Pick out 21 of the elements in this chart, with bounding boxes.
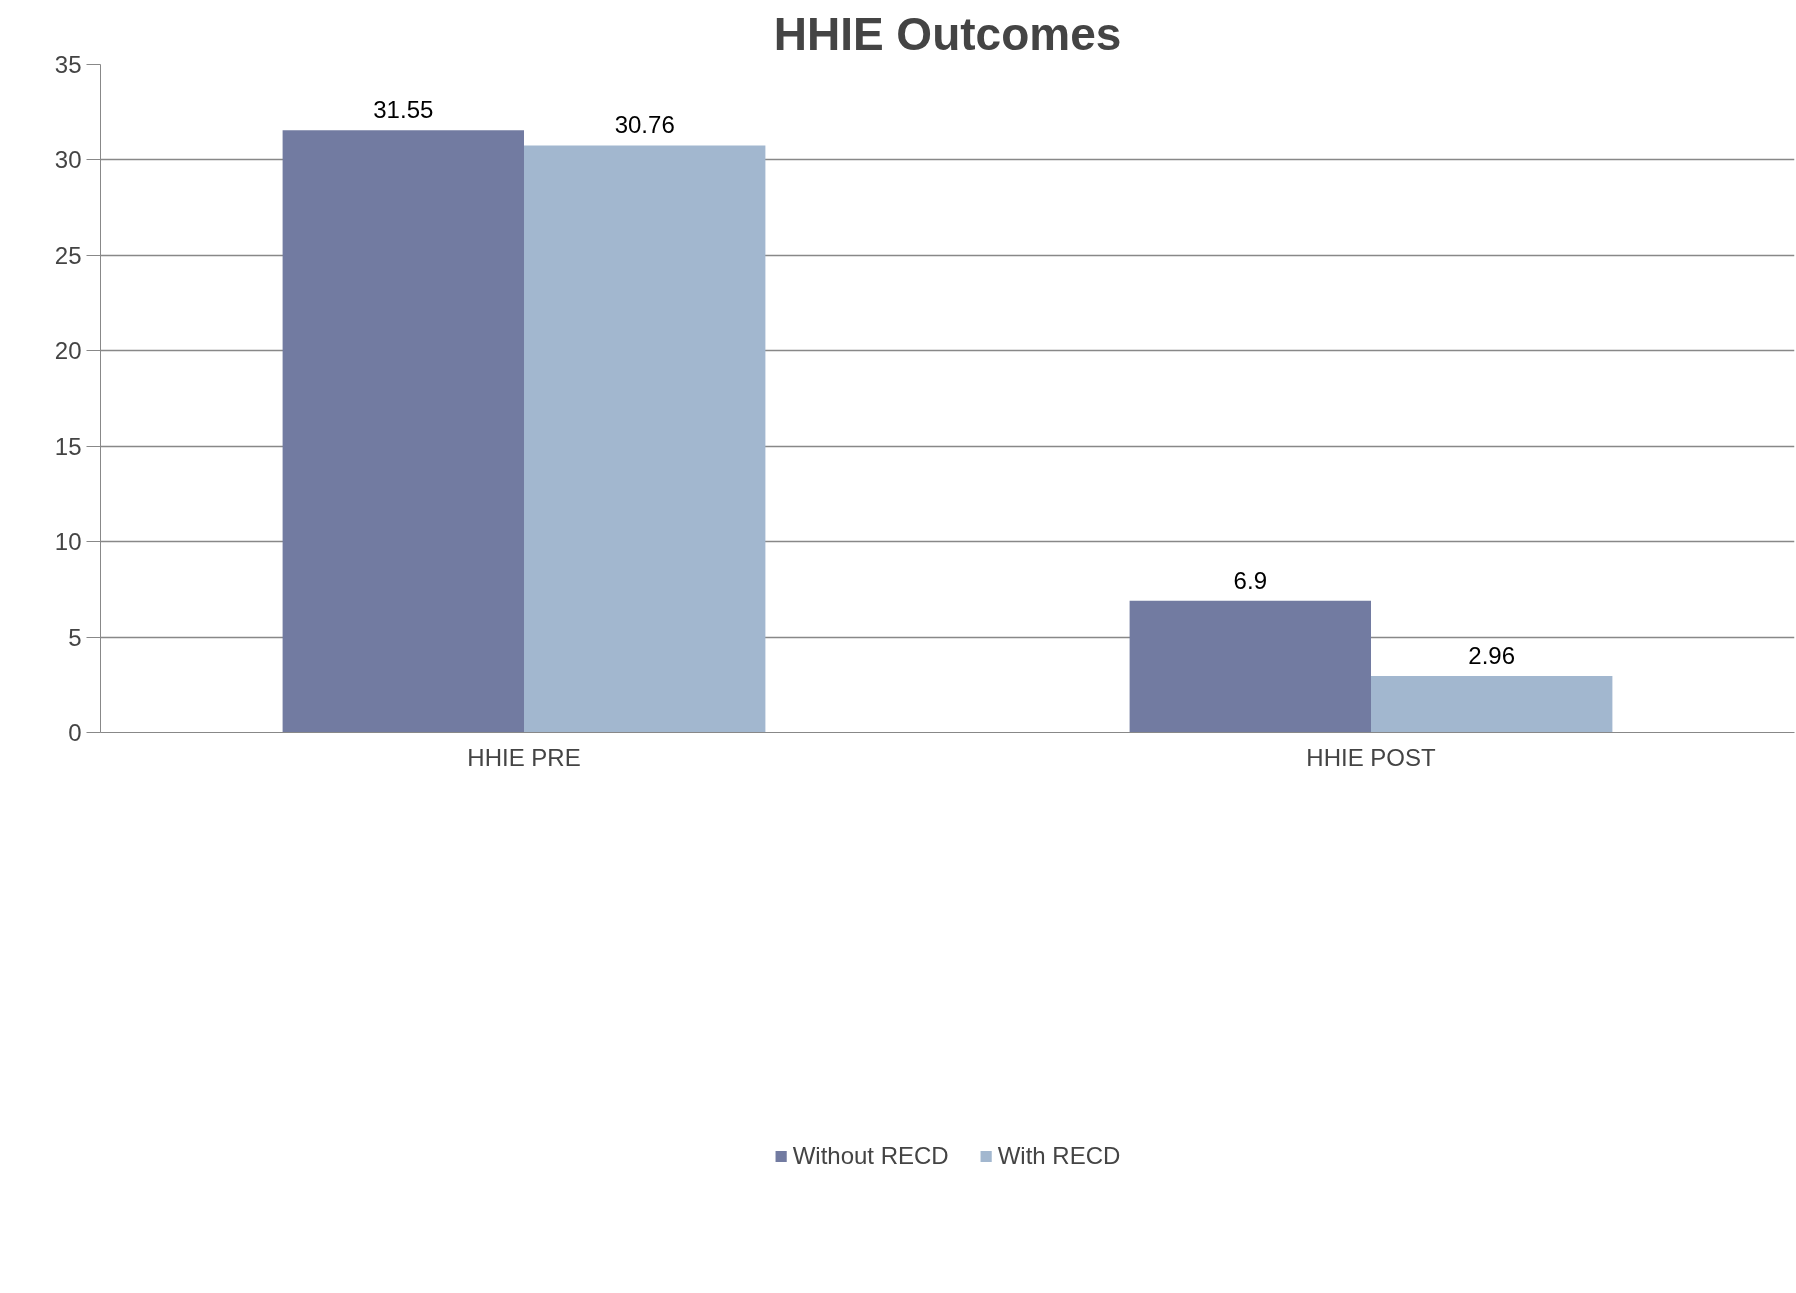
chart-title: HHIE Outcomes bbox=[773, 7, 1122, 60]
data-label: 31.55 bbox=[373, 96, 434, 124]
bar bbox=[1371, 676, 1613, 733]
bar bbox=[1129, 600, 1371, 733]
y-tick-label: 0 bbox=[68, 719, 82, 746]
y-tick-label: 5 bbox=[68, 623, 82, 651]
bar bbox=[282, 130, 524, 733]
legend-label: With RECD bbox=[997, 1142, 1121, 1170]
bar bbox=[524, 145, 766, 733]
data-label: 2.96 bbox=[1468, 642, 1516, 670]
data-label: 6.9 bbox=[1233, 566, 1267, 594]
legend-label: Without RECD bbox=[792, 1142, 949, 1170]
y-tick-label: 20 bbox=[54, 337, 82, 365]
data-label: 30.76 bbox=[614, 111, 675, 139]
y-tick-label: 30 bbox=[54, 146, 82, 174]
x-tick-label: HHIE POST bbox=[1306, 743, 1437, 771]
y-tick-label: 35 bbox=[54, 51, 82, 78]
y-tick-label: 15 bbox=[54, 432, 82, 460]
x-tick-label: HHIE PRE bbox=[467, 743, 581, 771]
y-tick-label: 10 bbox=[54, 528, 82, 556]
y-tick-label: 25 bbox=[54, 241, 82, 269]
